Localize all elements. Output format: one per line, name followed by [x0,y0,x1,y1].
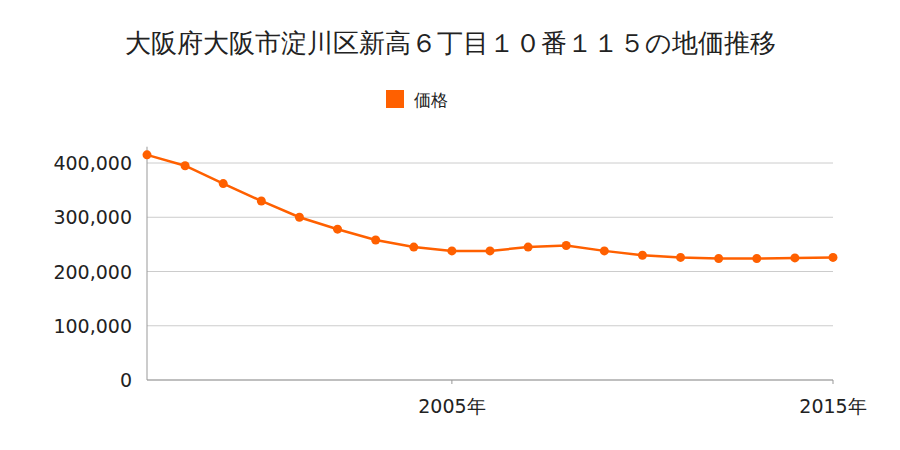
y-axis-line [147,147,148,380]
point [333,225,342,234]
point [486,246,495,255]
point [143,150,152,159]
legend-label: 価格 [414,90,448,110]
x-axis-line [147,380,833,381]
plot-area [143,150,838,263]
point [295,213,304,222]
grid-line [147,271,833,272]
point [524,243,533,252]
point [219,179,228,188]
chart: 大阪府大阪市淀川区新高６丁目１０番１１５の地価推移価格 0 100,000 200,0… [0,0,900,450]
y-tick-label: 300,000 [53,206,132,228]
point [447,246,456,255]
point [676,253,685,262]
y-tick-label: 0 [120,369,132,391]
point [562,241,571,250]
point [600,246,609,255]
x-tick-label: 2005年 [418,395,485,417]
y-tick-label: 400,000 [53,152,132,174]
point [257,196,266,205]
x-tick-label: 2015年 [799,395,866,417]
grid-line [147,163,833,164]
grid-line [147,217,833,218]
legend: 価格 [386,90,448,110]
point [714,254,723,263]
title: 大阪府大阪市淀川区新高６丁目１０番１１５の地価推移 [125,28,776,58]
point [181,161,190,170]
legend-swatch [386,90,404,108]
point [752,254,761,263]
y-tick-label: 200,000 [53,261,132,283]
x-tick [833,380,834,384]
point [829,253,838,262]
grid-line [147,380,833,381]
point [371,236,380,245]
point [790,253,799,262]
point [409,243,418,252]
series-line [147,155,833,259]
grid-line [147,325,833,326]
x-tick [451,380,452,384]
point [638,251,647,260]
y-tick-label: 100,000 [53,315,132,337]
